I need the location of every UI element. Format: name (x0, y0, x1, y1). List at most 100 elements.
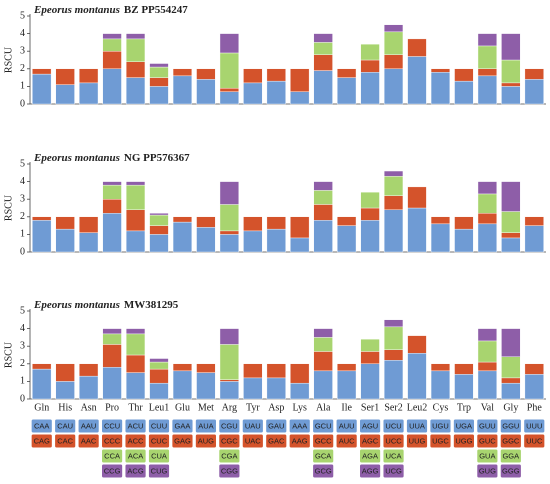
codon-cell (313, 449, 334, 463)
bar-segment (407, 335, 427, 354)
codon-cell (102, 434, 123, 448)
bar-segment (501, 356, 521, 379)
bar-segment (219, 234, 239, 253)
codon-label: GUC (479, 436, 496, 445)
bar-segment (524, 225, 544, 253)
bar-segment (501, 59, 521, 84)
x-tick-label: Asn (81, 402, 97, 413)
bar-segment (32, 68, 52, 75)
bar-segment (172, 363, 193, 372)
codon-cell (148, 464, 170, 478)
bar-segment (79, 68, 99, 84)
bar-segment (477, 75, 497, 105)
bar-segment (102, 38, 122, 52)
bar-segment (313, 220, 333, 253)
codon-label: UCG (385, 466, 402, 475)
bar-segment (407, 56, 427, 105)
codon-label: CAA (34, 421, 49, 430)
codon-cell (78, 419, 99, 433)
codon-cell (477, 434, 498, 448)
bar-segment (430, 370, 451, 400)
codon-cell (289, 434, 310, 448)
codon-cell (500, 464, 521, 478)
bar-segment (219, 381, 239, 400)
x-tick-label: Ser1 (361, 402, 379, 413)
y-tick-label: 0 (20, 98, 25, 109)
bar-segment (219, 328, 239, 345)
codon-cell (524, 434, 545, 448)
codon-cell (500, 419, 521, 433)
bar-segment (149, 63, 169, 68)
bar-segment (313, 351, 333, 372)
bar-segment (125, 77, 146, 105)
codon-cell (477, 449, 498, 463)
codon-cell (477, 464, 498, 478)
bar-segment (360, 351, 380, 365)
bar-segment (337, 370, 357, 400)
bar-segment (501, 382, 521, 400)
bar-segment (55, 216, 75, 230)
codon-label: GGU (502, 421, 519, 430)
bar-segment (477, 213, 497, 225)
bar-segment (172, 68, 193, 77)
bar-segment (383, 68, 404, 105)
codon-cell (500, 434, 521, 448)
codon-cell (477, 419, 498, 433)
codon-cell (524, 419, 545, 433)
bar-segment (196, 227, 216, 253)
title-id: NG PP576367 (124, 152, 190, 164)
bar-segment (407, 38, 427, 57)
bar-segment (477, 45, 497, 69)
codon-cell (266, 419, 287, 433)
codon-label: GUU (479, 421, 496, 430)
bar-segment (290, 363, 310, 384)
bar-segment (313, 204, 333, 221)
codon-cell (78, 434, 99, 448)
bar-segment (360, 220, 380, 253)
x-tick-label: Thr (128, 402, 143, 413)
codon-cell (195, 434, 216, 448)
bar-segment (149, 382, 169, 400)
chart-title: Epeorus montanus NG PP576367 (33, 152, 190, 164)
codon-label: GAG (174, 436, 191, 445)
codon-cell (313, 434, 334, 448)
bar-segment (501, 86, 521, 105)
bar-segment (477, 328, 497, 342)
codon-label: UCU (385, 421, 401, 430)
bar-segment (337, 77, 357, 105)
bar-segment (313, 54, 333, 71)
bar-segment (383, 319, 404, 328)
bar-segment (477, 193, 497, 214)
codon-label: AAG (292, 436, 308, 445)
bar-segment (79, 216, 99, 233)
bar-segment (313, 70, 333, 105)
bar-segment (430, 68, 451, 73)
title-species: Epeorus montanus (33, 152, 120, 164)
bar-segment (219, 33, 239, 54)
bar-segment (32, 368, 52, 400)
codon-label: CGU (221, 421, 238, 430)
bar-segment (313, 42, 333, 55)
y-tick-label: 5 (20, 158, 25, 169)
bar-segment (383, 54, 404, 70)
bar-segment (125, 333, 146, 356)
codon-label: CCC (104, 436, 121, 445)
y-axis-label: RSCU (3, 194, 14, 221)
codon-label: CUA (151, 451, 167, 460)
codon-cell (242, 419, 263, 433)
bar-segment (125, 38, 146, 62)
title-species: Epeorus montanus (33, 299, 120, 311)
codon-cell (102, 449, 123, 463)
codon-cell (336, 434, 357, 448)
bar-segment (360, 338, 380, 352)
codon-cell (406, 434, 428, 448)
x-tick-label: Glu (175, 402, 190, 413)
bar-segment (243, 82, 263, 105)
codon-label: GCC (315, 436, 332, 445)
bar-segment (79, 375, 99, 400)
codon-label: GCG (315, 466, 332, 475)
bar-segment (243, 230, 263, 253)
y-tick-label: 4 (20, 323, 25, 334)
x-tick-label: Arg (222, 402, 237, 413)
